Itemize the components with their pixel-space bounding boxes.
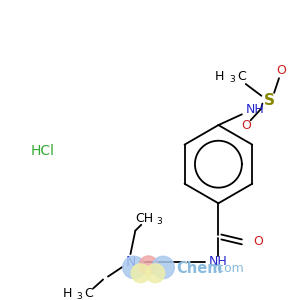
Text: .com: .com	[214, 262, 244, 275]
Text: 3: 3	[77, 292, 82, 300]
Text: Chem: Chem	[176, 261, 223, 276]
Text: NH: NH	[209, 255, 228, 268]
Circle shape	[152, 256, 174, 278]
Text: H: H	[215, 70, 224, 83]
Text: C: C	[85, 287, 93, 300]
Text: 3: 3	[156, 217, 162, 226]
Text: S: S	[264, 93, 275, 108]
Text: O: O	[241, 118, 251, 132]
Text: NH: NH	[246, 103, 265, 116]
Circle shape	[146, 264, 165, 283]
Circle shape	[123, 256, 145, 278]
Text: C: C	[237, 70, 246, 83]
Circle shape	[139, 256, 158, 275]
Text: 3: 3	[229, 75, 235, 84]
Text: CH: CH	[135, 212, 153, 225]
Text: O: O	[276, 64, 286, 77]
Text: N: N	[125, 255, 136, 269]
Text: H: H	[62, 287, 72, 300]
Circle shape	[131, 264, 150, 283]
Text: HCl: HCl	[31, 145, 55, 158]
Text: O: O	[254, 235, 263, 248]
